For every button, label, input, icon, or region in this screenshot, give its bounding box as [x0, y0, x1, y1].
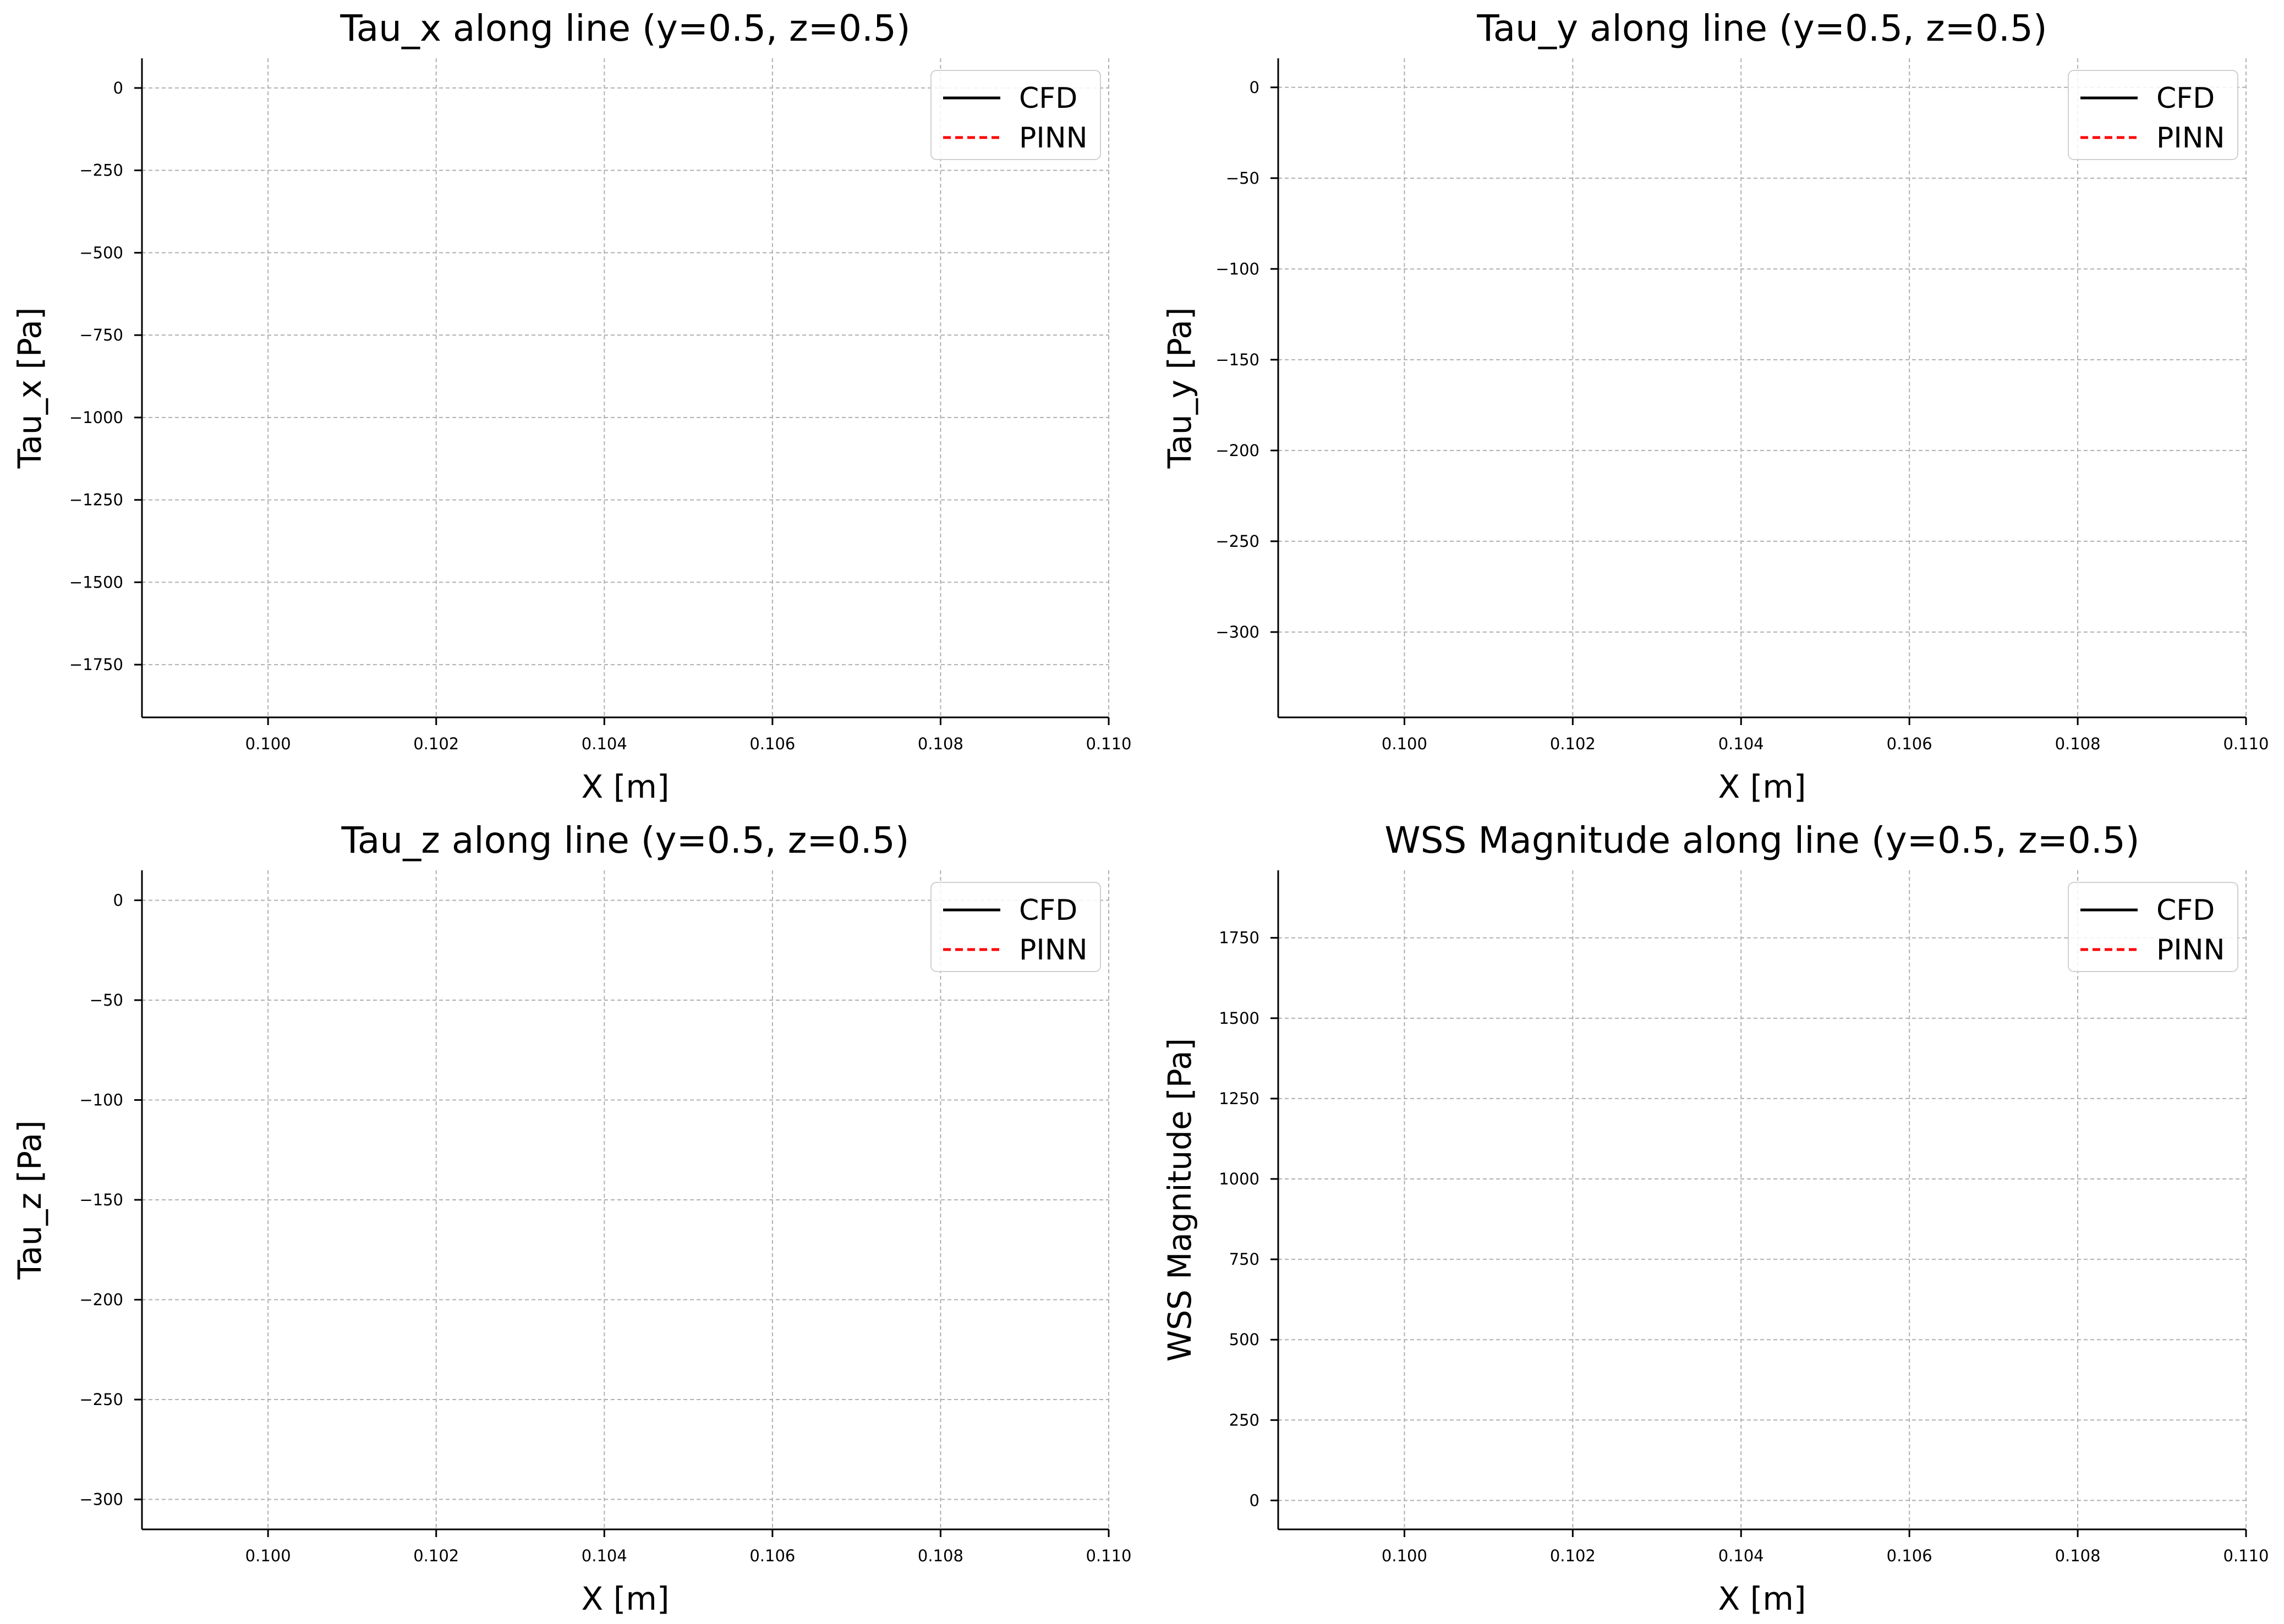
- y-tick-label: −50: [1226, 169, 1259, 188]
- x-axis-label: X [m]: [1718, 768, 1806, 805]
- legend-label-cfd: CFD: [1019, 894, 1077, 927]
- chart-panel-4: 0.100 0.102 0.104 0.106 0.108 0.110 0 250 500 750…: [1161, 819, 2269, 1617]
- legend: CFD PINN: [930, 882, 1101, 972]
- x-tick-label: 0.100: [245, 734, 291, 753]
- legend-label-pinn: PINN: [1019, 934, 1088, 967]
- x-tick-label: 0.104: [582, 734, 627, 753]
- x-axis-label: X [m]: [582, 1580, 670, 1617]
- x-tick-label: 0.110: [1086, 1546, 1131, 1565]
- y-tick-label: 0: [1250, 1491, 1259, 1510]
- x-tick-label: 0.108: [918, 1546, 963, 1565]
- y-tick-label: −250: [79, 1390, 123, 1409]
- x-tick-label: 0.104: [582, 1546, 627, 1565]
- x-tick-label: 0.100: [1382, 1546, 1427, 1565]
- y-tick-label: −200: [1215, 441, 1259, 460]
- y-tick-label: −100: [1215, 260, 1259, 278]
- y-tick-label: 0: [113, 79, 123, 97]
- y-tick-label: −150: [79, 1190, 123, 1209]
- chart-title: WSS Magnitude along line (y=0.5, z=0.5): [1384, 819, 2139, 862]
- x-tick-label: 0.102: [413, 1546, 459, 1565]
- y-tick-label: −250: [1215, 532, 1259, 551]
- x-tick-label: 0.108: [2055, 1546, 2101, 1565]
- legend-label-cfd: CFD: [2156, 894, 2215, 927]
- y-tick-label: 250: [1229, 1411, 1259, 1429]
- legend-label-cfd: CFD: [1019, 82, 1077, 115]
- x-axis-label: X [m]: [1718, 1580, 1806, 1617]
- x-tick-label: 0.100: [1382, 734, 1427, 753]
- y-axis-label: Tau_z [Pa]: [11, 1120, 48, 1280]
- x-tick-label: 0.100: [245, 1546, 291, 1565]
- y-tick-label: −50: [90, 991, 123, 1009]
- chart-panel-1: 0.100 0.102 0.104 0.106 0.108 0.110 0 −250 −500 −…: [11, 7, 1132, 805]
- y-tick-label: −300: [1215, 623, 1259, 641]
- y-axis-label: WSS Magnitude [Pa]: [1161, 1038, 1198, 1362]
- legend-label-pinn: PINN: [2156, 934, 2225, 967]
- y-tick-label: 0: [113, 891, 123, 909]
- y-tick-label: 1250: [1219, 1089, 1259, 1108]
- y-tick-label: 1500: [1219, 1009, 1259, 1028]
- legend-label-cfd: CFD: [2156, 82, 2215, 115]
- y-tick-label: −500: [79, 243, 123, 262]
- x-tick-label: 0.102: [1550, 734, 1596, 753]
- x-tick-label: 0.108: [2055, 734, 2101, 753]
- x-tick-label: 0.106: [1887, 734, 1932, 753]
- x-tick-label: 0.106: [1887, 1546, 1932, 1565]
- x-tick-label: 0.110: [1086, 734, 1131, 753]
- y-tick-label: 0: [1250, 78, 1259, 97]
- y-tick-label: −1500: [69, 573, 123, 591]
- x-tick-label: 0.108: [918, 734, 963, 753]
- x-tick-label: 0.110: [2223, 734, 2269, 753]
- legend: CFD PINN: [2068, 70, 2238, 160]
- x-tick-label: 0.104: [1718, 734, 1764, 753]
- chart-panel-2: 0.100 0.102 0.104 0.106 0.108 0.110 0 −50 −100 −1…: [1161, 7, 2269, 805]
- x-tick-label: 0.106: [749, 1546, 795, 1565]
- y-tick-label: 500: [1229, 1330, 1259, 1349]
- y-tick-label: −300: [79, 1490, 123, 1509]
- y-tick-label: 1000: [1219, 1170, 1259, 1188]
- y-tick-label: −150: [1215, 350, 1259, 369]
- x-axis-label: X [m]: [582, 768, 670, 805]
- y-tick-label: −1750: [69, 655, 123, 674]
- y-axis-label: Tau_x [Pa]: [11, 307, 48, 469]
- chart-title: Tau_y along line (y=0.5, z=0.5): [1476, 7, 2047, 50]
- chart-panel-3: 0.100 0.102 0.104 0.106 0.108 0.110 0 −50 −100 −1…: [11, 819, 1132, 1617]
- chart-title: Tau_x along line (y=0.5, z=0.5): [339, 7, 910, 50]
- y-tick-label: −750: [79, 326, 123, 344]
- y-tick-label: −1250: [69, 491, 123, 509]
- x-tick-label: 0.102: [413, 734, 459, 753]
- legend-label-pinn: PINN: [1019, 122, 1088, 155]
- y-axis-label: Tau_y [Pa]: [1161, 307, 1198, 469]
- legend-label-pinn: PINN: [2156, 122, 2225, 155]
- x-tick-label: 0.104: [1718, 1546, 1764, 1565]
- y-tick-label: 750: [1229, 1250, 1259, 1269]
- legend: CFD PINN: [2068, 882, 2238, 972]
- y-tick-label: −250: [79, 161, 123, 180]
- chart-title: Tau_z along line (y=0.5, z=0.5): [341, 819, 910, 862]
- legend: CFD PINN: [930, 70, 1101, 160]
- y-tick-label: −100: [79, 1090, 123, 1109]
- y-tick-label: −1000: [69, 408, 123, 427]
- x-tick-label: 0.110: [2223, 1546, 2269, 1565]
- y-tick-label: 1750: [1219, 929, 1259, 947]
- y-tick-label: −200: [79, 1291, 123, 1309]
- x-tick-label: 0.106: [749, 734, 795, 753]
- x-tick-label: 0.102: [1550, 1546, 1596, 1565]
